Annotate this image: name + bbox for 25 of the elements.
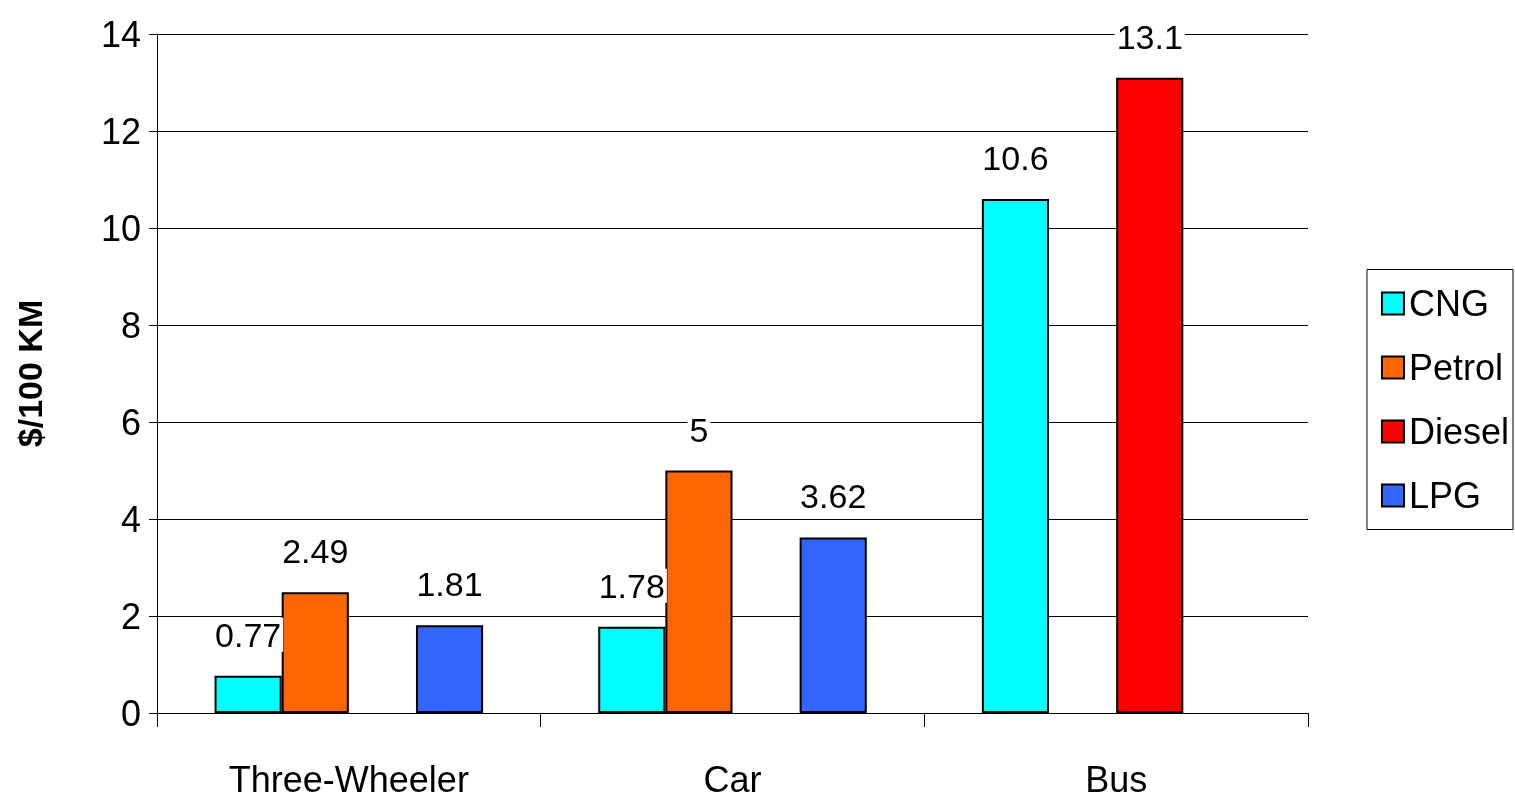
- x-tick-label: Bus: [1085, 758, 1148, 799]
- legend-label: Diesel: [1408, 411, 1510, 452]
- y-tick-label: 4: [120, 498, 141, 540]
- x-tick-label: Three-Wheeler: [228, 758, 469, 799]
- data-label: 13.1: [1116, 17, 1183, 56]
- data-label: 2.49: [282, 532, 349, 571]
- y-tick-label: 12: [100, 110, 141, 152]
- data-label: 3.62: [800, 477, 867, 516]
- y-tick-label: 8: [120, 304, 141, 346]
- legend-label: CNG: [1408, 283, 1489, 324]
- legend-label: Petrol: [1408, 347, 1504, 388]
- data-label: 5: [689, 410, 709, 449]
- y-axis-title: $/100 KM: [11, 299, 49, 448]
- data-label: 10.6: [982, 138, 1049, 177]
- data-label: 1.78: [598, 566, 665, 605]
- legend-label: LPG: [1408, 475, 1482, 516]
- y-tick-label: 14: [100, 13, 141, 55]
- y-tick-label: 0: [120, 692, 141, 734]
- data-label: 1.81: [416, 565, 483, 604]
- bar: [415, 625, 484, 713]
- y-tick-label: 6: [120, 401, 141, 443]
- y-tick-label: 2: [120, 595, 141, 637]
- x-tick-label: Car: [703, 758, 762, 799]
- data-label: 0.77: [215, 615, 282, 654]
- y-tick-label: 10: [100, 207, 141, 249]
